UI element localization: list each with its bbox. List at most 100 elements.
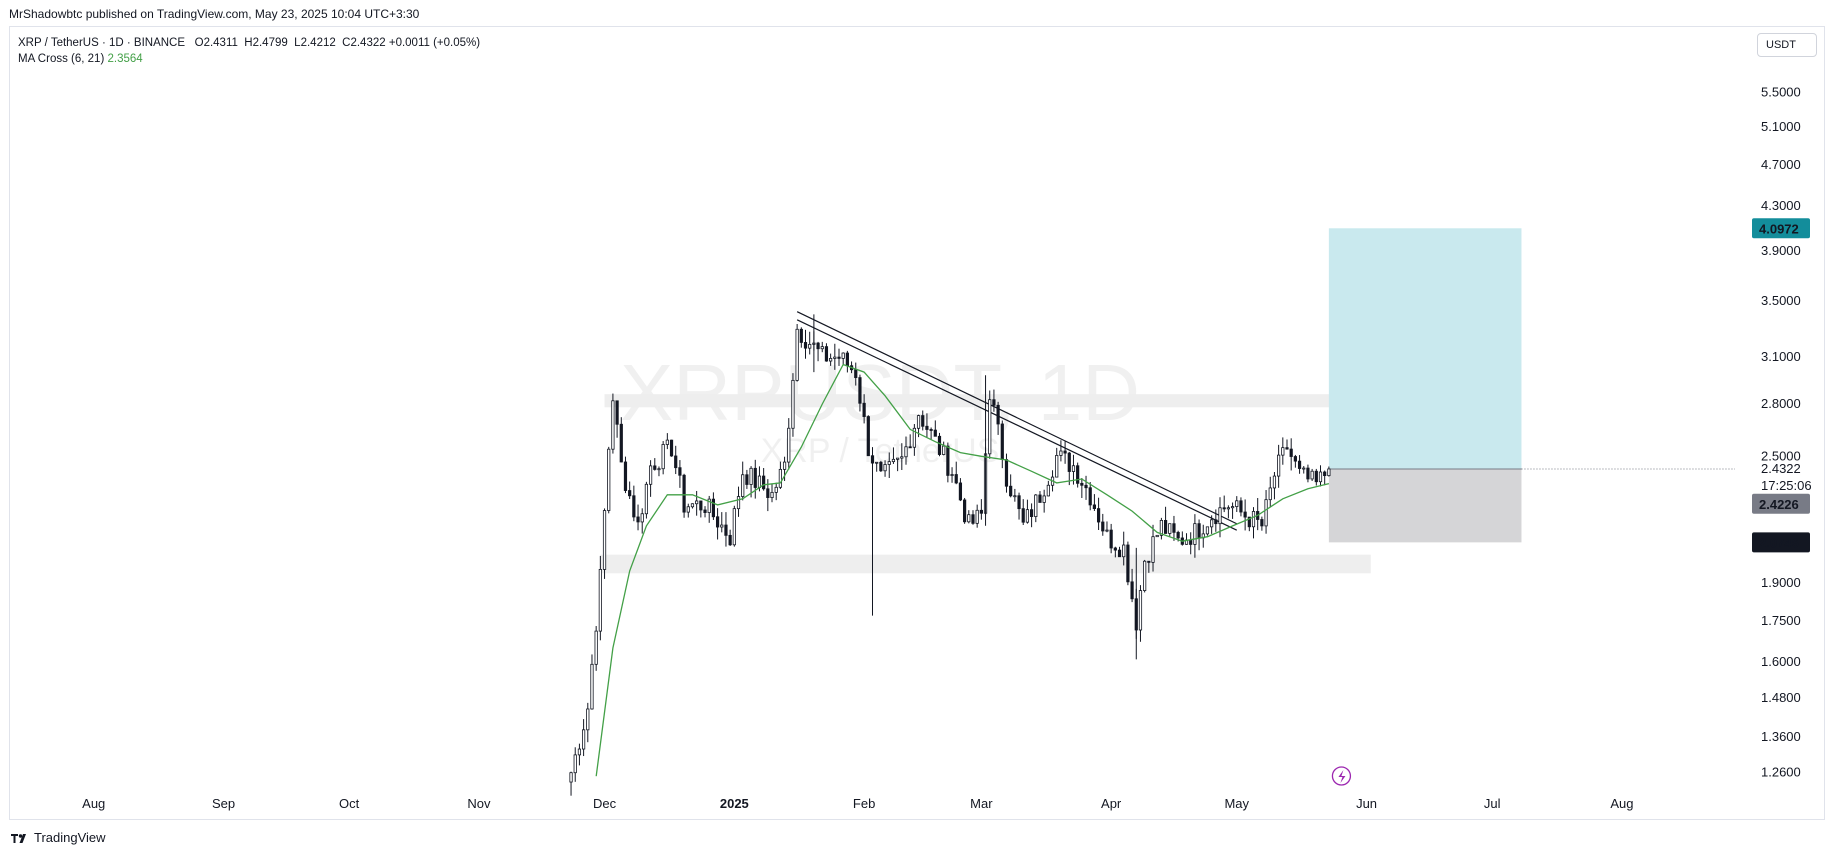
candle-body [1076, 465, 1080, 484]
long-stop-zone [1328, 468, 1522, 543]
x-tick-label: Jun [1356, 796, 1377, 811]
candle-body [594, 630, 598, 665]
candle-body [1318, 471, 1323, 483]
candle-body [1159, 519, 1163, 536]
candle-body [586, 708, 590, 731]
candle-body [963, 499, 967, 523]
ohlc-close: 2.4322 [350, 37, 386, 49]
candle-body [1109, 529, 1113, 549]
y-tick-label: 1.3600 [1761, 729, 1801, 744]
price-badge-last: 2.4322 [1761, 461, 1801, 476]
candle-body [971, 514, 975, 524]
candles-group [569, 314, 1331, 796]
candle-body [1105, 529, 1109, 532]
ohlc-high: 2.4799 [252, 37, 288, 49]
y-tick-label: 3.1000 [1761, 349, 1801, 364]
candle-body [1243, 511, 1247, 518]
price-badge-target: 4.0972 [1759, 221, 1799, 236]
candle-body [766, 488, 770, 498]
x-tick-label: Oct [339, 796, 360, 811]
candle-body [1000, 423, 1004, 460]
y-tick-label: 1.9000 [1761, 575, 1801, 590]
candle-body [950, 474, 954, 476]
candle-body [607, 448, 611, 511]
x-tick-label: Aug [82, 796, 105, 811]
candle-body [866, 416, 870, 457]
candle-body [628, 490, 632, 497]
y-tick-label: 3.5000 [1761, 293, 1801, 308]
candle-body [887, 461, 891, 465]
candle-body [715, 516, 720, 528]
candle-body [816, 342, 820, 350]
y-tick-label: 4.7000 [1761, 157, 1801, 172]
candle-body [695, 500, 699, 505]
candle-body [745, 474, 749, 485]
candle-body [678, 467, 682, 476]
candle-body [1222, 507, 1226, 510]
candle-body [1138, 590, 1143, 631]
candle-body [1101, 521, 1105, 532]
watermark-symbol: XRPUSDT, 1D [620, 348, 1140, 437]
candle-body [1034, 494, 1038, 517]
candle-body [569, 772, 573, 783]
candle-body [841, 352, 845, 359]
candle-body [1126, 544, 1130, 583]
price-badge-entry: 2.4226 [1759, 497, 1799, 512]
candle-body [1176, 531, 1180, 539]
candle-body [1268, 487, 1272, 501]
candle-body [1172, 523, 1176, 533]
candle-body [916, 415, 921, 429]
ohlc-open: 2.4311 [203, 37, 238, 49]
y-tick-label: 5.5000 [1761, 84, 1801, 99]
candle-body [1143, 560, 1147, 591]
candle-body [1239, 500, 1243, 513]
x-tick-label: Nov [467, 796, 491, 811]
candle-body [1092, 504, 1097, 509]
candle-body [1055, 455, 1059, 478]
candle-body [795, 328, 799, 381]
candle-body [1297, 460, 1302, 469]
y-tick-label: 1.7500 [1761, 613, 1801, 628]
candle-body [845, 352, 849, 367]
candle-body [1025, 509, 1030, 523]
lightning-event-icon[interactable] [1331, 766, 1352, 786]
candle-body [674, 455, 678, 469]
candle-body [891, 458, 896, 463]
chart-legend: XRP / TetherUS · 1D · BINANCE O2.4311 H2… [18, 35, 480, 67]
ma-legend-row[interactable]: MA Cross (6, 21) 2.3564 [18, 51, 480, 67]
candle-body [665, 439, 669, 445]
candle-body [854, 369, 858, 379]
y-tick-label: 5.1000 [1761, 119, 1801, 134]
candle-body [787, 427, 791, 463]
candle-body [1323, 471, 1327, 477]
candle-body [900, 456, 904, 459]
candle-body [1122, 544, 1126, 558]
candle-body [1226, 507, 1230, 510]
candle-body [862, 402, 866, 417]
x-tick-label: 2025 [720, 796, 749, 811]
x-tick-label: Aug [1610, 796, 1633, 811]
candle-body [753, 467, 757, 488]
candle-body [623, 461, 628, 491]
candle-body [636, 516, 640, 523]
candle-body [1059, 450, 1063, 456]
symbol-legend-row[interactable]: XRP / TetherUS · 1D · BINANCE O2.4311 H2… [18, 35, 480, 51]
candle-body [1088, 487, 1092, 506]
candle-body [1314, 470, 1318, 483]
ma-cross-line [595, 363, 1330, 777]
candle-body [682, 474, 686, 513]
candle-body [1151, 536, 1155, 563]
price-badge-countdown: 17:25:06 [1761, 478, 1812, 493]
currency-button[interactable]: USDT [1757, 33, 1817, 57]
ohlc-high-label: H [241, 37, 253, 49]
candle-body [602, 510, 607, 570]
candle-body [933, 429, 937, 437]
x-tick-label: Mar [970, 796, 993, 811]
y-tick-label: 4.3000 [1761, 198, 1801, 213]
candle-body [1017, 495, 1021, 510]
x-tick-label: Apr [1101, 796, 1122, 811]
candle-body [1063, 450, 1067, 454]
candle-body [1113, 547, 1117, 551]
trendline-lower [796, 319, 1238, 531]
